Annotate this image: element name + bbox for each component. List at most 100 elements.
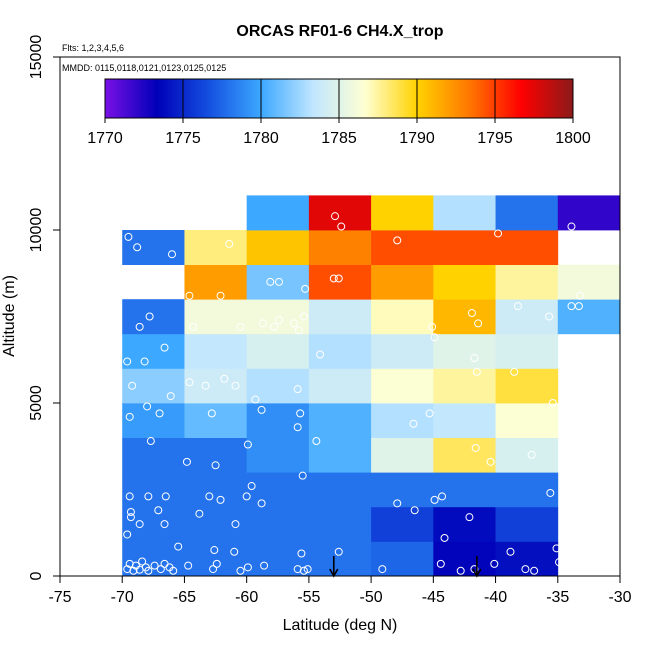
heatmap-cell [122,333,185,369]
heatmap-cell [371,299,434,335]
heatmap-cell [308,472,372,508]
observation-point [247,482,256,491]
x-tick-label: -75 [48,589,71,606]
observation-point [161,492,170,501]
observation-point [156,565,165,574]
heatmap-cell [433,264,496,300]
observation-point [316,350,325,359]
heatmap-cell [184,299,248,335]
observation-point [251,395,260,404]
heatmap-cell [246,541,310,577]
heatmap-cell [184,264,248,300]
observation-point [303,565,312,574]
x-tick-label: -35 [546,589,569,606]
heatmap-cell [495,541,559,577]
y-tick-label: 10000 [28,208,45,253]
colorbar-tick-label: 1780 [243,130,279,147]
observation-point [296,409,305,418]
observation-point [125,412,134,421]
observation-point [216,291,225,300]
heatmap-cell [557,264,621,300]
observation-point [207,409,216,418]
observation-point [548,399,557,407]
heatmap-cell [308,368,372,404]
observation-point [123,530,132,539]
heatmap-cell [371,333,434,369]
x-tick-label: -70 [111,589,134,606]
x-tick-label: -30 [608,589,631,606]
heatmap-cell [184,230,248,265]
observation-point [576,291,585,300]
observation-point [124,232,133,241]
observation-point [243,440,252,449]
observation-point [150,561,159,570]
observation-point [521,565,530,574]
heatmap-cell [495,472,559,508]
observation-point [574,302,583,311]
observation-point [474,319,483,328]
observation-points [123,212,585,575]
heatmap-cell [371,506,434,542]
colorbar-ticks: 1770 1775 1780 1785 1790 1795 1800 [87,79,591,147]
observation-point [155,409,164,418]
observation-point [210,546,219,555]
heatmap-cell [184,368,248,404]
observation-point [440,533,449,542]
heatmap-cell [371,264,434,300]
observation-point [378,565,387,574]
heatmap-cell [308,541,372,577]
y-axis-label: Altitude (m) [1,275,18,357]
observation-point [185,378,194,387]
observation-point [220,374,229,383]
heatmap-cell [184,333,248,369]
heatmap-cells [122,195,621,577]
observation-point [236,322,245,331]
heatmap-cell [433,299,496,335]
observation-point [329,274,338,283]
observation-point [555,558,564,567]
heatmap-cell [122,368,185,404]
colorbar-tick-label: 1790 [399,130,435,147]
heatmap-cell [246,472,310,508]
heatmap-cell [122,541,185,577]
heatmap-cell [371,195,434,231]
heatmap-cell [495,195,559,231]
colorbar-tick-label: 1775 [165,130,201,147]
heatmap-cell [308,506,372,542]
observation-point [135,322,144,331]
observation-point [567,222,576,231]
observation-point [393,499,402,508]
observation-point [205,492,214,501]
observation-point [510,367,519,376]
observation-point [260,561,269,570]
x-tick-label: -65 [173,589,196,606]
heatmap-cell [184,403,248,438]
observation-point [185,291,194,300]
colorbar-tick-label: 1785 [321,130,357,147]
observation-point [236,566,245,575]
y-tick-label: 0 [28,571,45,580]
observation-point [243,563,252,572]
colorbar-tick-label: 1795 [477,130,513,147]
heatmap-cell [495,437,559,473]
observation-point [195,509,204,518]
observation-point [513,302,522,311]
heatmap-cell [308,437,372,473]
observation-point [471,443,480,452]
heatmap-cell [122,403,185,438]
y-tick-label: 5000 [28,385,45,421]
observation-point [144,492,153,501]
observation-point [125,492,134,501]
observation-point [270,322,279,331]
x-tick-label: -50 [360,589,383,606]
observation-point [182,457,191,466]
observation-point [146,437,155,446]
heatmap-cell [308,195,372,231]
observation-point [293,423,302,432]
heatmap-cell [371,541,434,577]
observation-point [301,284,310,293]
observation-point [409,419,418,428]
heatmap-cell [308,230,372,265]
observation-point [140,357,149,366]
